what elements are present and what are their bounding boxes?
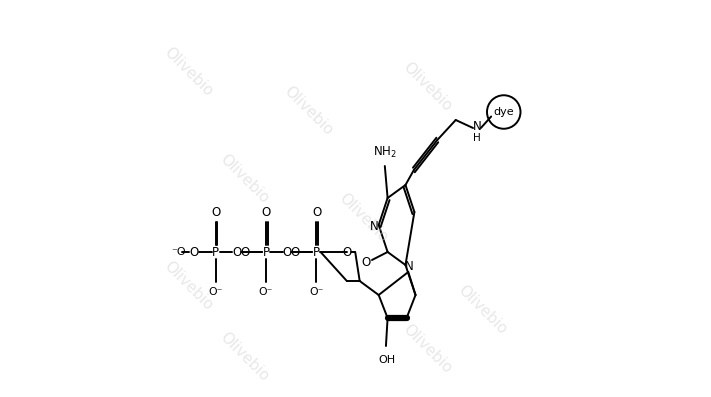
Text: O: O	[342, 245, 351, 258]
Text: NH$_2$: NH$_2$	[373, 145, 397, 160]
Text: O: O	[312, 206, 321, 220]
Text: ⁻O: ⁻O	[171, 247, 186, 257]
Text: O: O	[232, 245, 242, 258]
Text: O: O	[190, 245, 199, 258]
Text: Olivebio: Olivebio	[281, 84, 335, 139]
Text: H: H	[473, 133, 481, 143]
Text: O⁻: O⁻	[259, 287, 273, 297]
Text: O⁻: O⁻	[208, 287, 223, 297]
Text: Olivebio: Olivebio	[455, 282, 510, 337]
Text: Olivebio: Olivebio	[217, 151, 272, 206]
Text: O: O	[240, 245, 250, 258]
Text: N: N	[370, 220, 378, 233]
Text: OH: OH	[378, 355, 395, 365]
Text: O: O	[290, 245, 299, 258]
Text: Olivebio: Olivebio	[161, 44, 216, 99]
Text: Olivebio: Olivebio	[161, 258, 216, 313]
Text: Olivebio: Olivebio	[400, 60, 454, 115]
Text: O: O	[282, 245, 292, 258]
Text: O: O	[212, 206, 221, 220]
Text: P: P	[313, 245, 320, 258]
Polygon shape	[387, 316, 409, 320]
Text: Olivebio: Olivebio	[336, 191, 391, 246]
Text: P: P	[262, 245, 269, 258]
Text: Olivebio: Olivebio	[217, 330, 272, 385]
Text: O: O	[262, 206, 271, 220]
Text: dye: dye	[493, 107, 514, 117]
Text: P: P	[212, 245, 219, 258]
Text: O: O	[362, 256, 371, 268]
Text: Olivebio: Olivebio	[400, 322, 454, 377]
Text: N: N	[473, 121, 481, 133]
Text: N: N	[405, 260, 413, 274]
Text: O⁻: O⁻	[309, 287, 324, 297]
